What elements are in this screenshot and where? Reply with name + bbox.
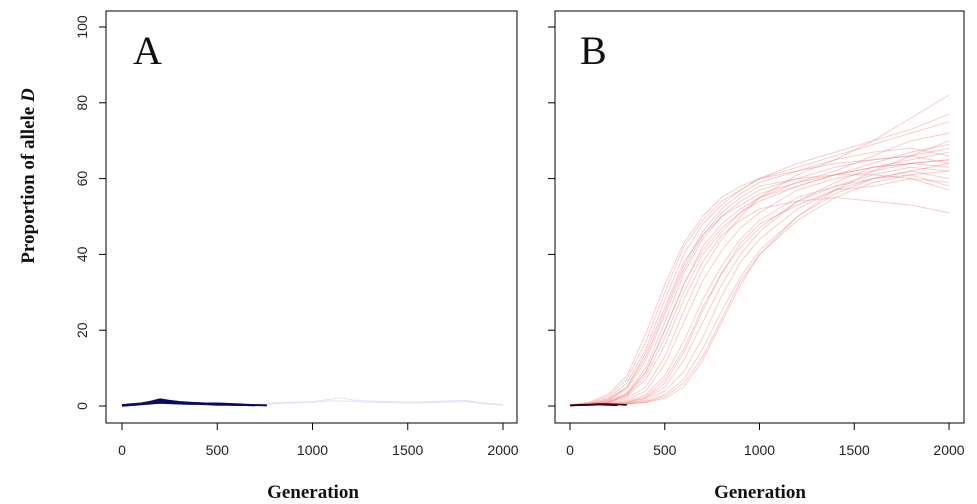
series-line-b-1 — [569, 403, 618, 407]
series-line-b-15 — [569, 113, 950, 406]
y-axis-title-prefix: Proportion of allele — [18, 102, 39, 264]
series-line-b-18 — [569, 174, 950, 406]
series-line-b-2 — [569, 147, 950, 406]
panel-b-y-ticks — [548, 26, 555, 407]
x-tick-label-b-2000: 2000 — [933, 442, 964, 458]
x-tick-label-b-500: 500 — [653, 442, 677, 458]
x-tick-label-a-500: 500 — [206, 442, 230, 458]
x-tick-label-a-0: 0 — [118, 442, 126, 458]
panel-a-letter: A — [133, 28, 162, 73]
series-line-b-13 — [569, 147, 950, 406]
series-line-b-16 — [569, 170, 950, 407]
series-line-a-5 — [255, 400, 504, 406]
x-tick-label-b-1000: 1000 — [744, 442, 775, 458]
panel-a: 0 500 1000 1500 2000 0 20 40 60 80 100 A Generati… — [74, 10, 519, 503]
y-axis-title: Proportion of allele D — [18, 88, 39, 264]
y-tick-label-a-60: 60 — [74, 171, 90, 187]
x-tick-label-a-1000: 1000 — [297, 442, 328, 458]
panel-a-y-ticks: 0 20 40 60 80 100 — [74, 15, 106, 410]
series-line-a-4 — [255, 397, 504, 405]
series-line-b-17 — [569, 132, 950, 406]
series-line-b-20 — [569, 170, 950, 407]
x-tick-label-b-0: 0 — [566, 442, 574, 458]
series-line-b-6 — [569, 162, 950, 407]
series-line-b-3 — [569, 159, 950, 406]
x-tick-label-a-2000: 2000 — [487, 442, 518, 458]
series-line-b-11 — [569, 140, 950, 407]
panel-b: 0 500 1000 1500 2000 B Generation — [548, 10, 965, 503]
series-line-b-19 — [569, 151, 950, 407]
series-line-b-21 — [569, 155, 950, 406]
panel-b-x-ticks: 0 500 1000 1500 2000 — [566, 423, 965, 458]
series-line-b-7 — [569, 121, 950, 406]
plot-frame-a — [105, 10, 518, 424]
series-line-b-8 — [569, 94, 950, 406]
panel-b-series-group — [569, 94, 950, 407]
series-line-b-14 — [569, 178, 950, 407]
series-line-a-3 — [121, 398, 237, 406]
y-tick-label-a-80: 80 — [74, 95, 90, 111]
y-tick-label-a-0: 0 — [74, 402, 90, 410]
y-tick-label-a-20: 20 — [74, 322, 90, 338]
panel-b-x-axis-title: Generation — [714, 482, 806, 503]
series-line-b-12 — [569, 144, 950, 406]
x-tick-label-a-1500: 1500 — [392, 442, 423, 458]
y-tick-label-a-100: 100 — [74, 15, 90, 39]
y-axis-title-italic: D — [18, 88, 39, 103]
series-line-b-10 — [569, 174, 950, 407]
plot-frame-b — [554, 10, 965, 424]
series-line-b-22 — [569, 159, 950, 406]
series-line-b-9 — [569, 197, 950, 406]
x-tick-label-b-1500: 1500 — [839, 442, 870, 458]
panel-a-series-group — [121, 397, 504, 407]
y-tick-label-a-40: 40 — [74, 246, 90, 262]
panel-b-letter: B — [580, 28, 607, 73]
panel-a-x-axis-title: Generation — [267, 482, 359, 503]
panel-a-x-ticks: 0 500 1000 1500 2000 — [118, 423, 519, 458]
series-line-b-4 — [569, 162, 950, 406]
